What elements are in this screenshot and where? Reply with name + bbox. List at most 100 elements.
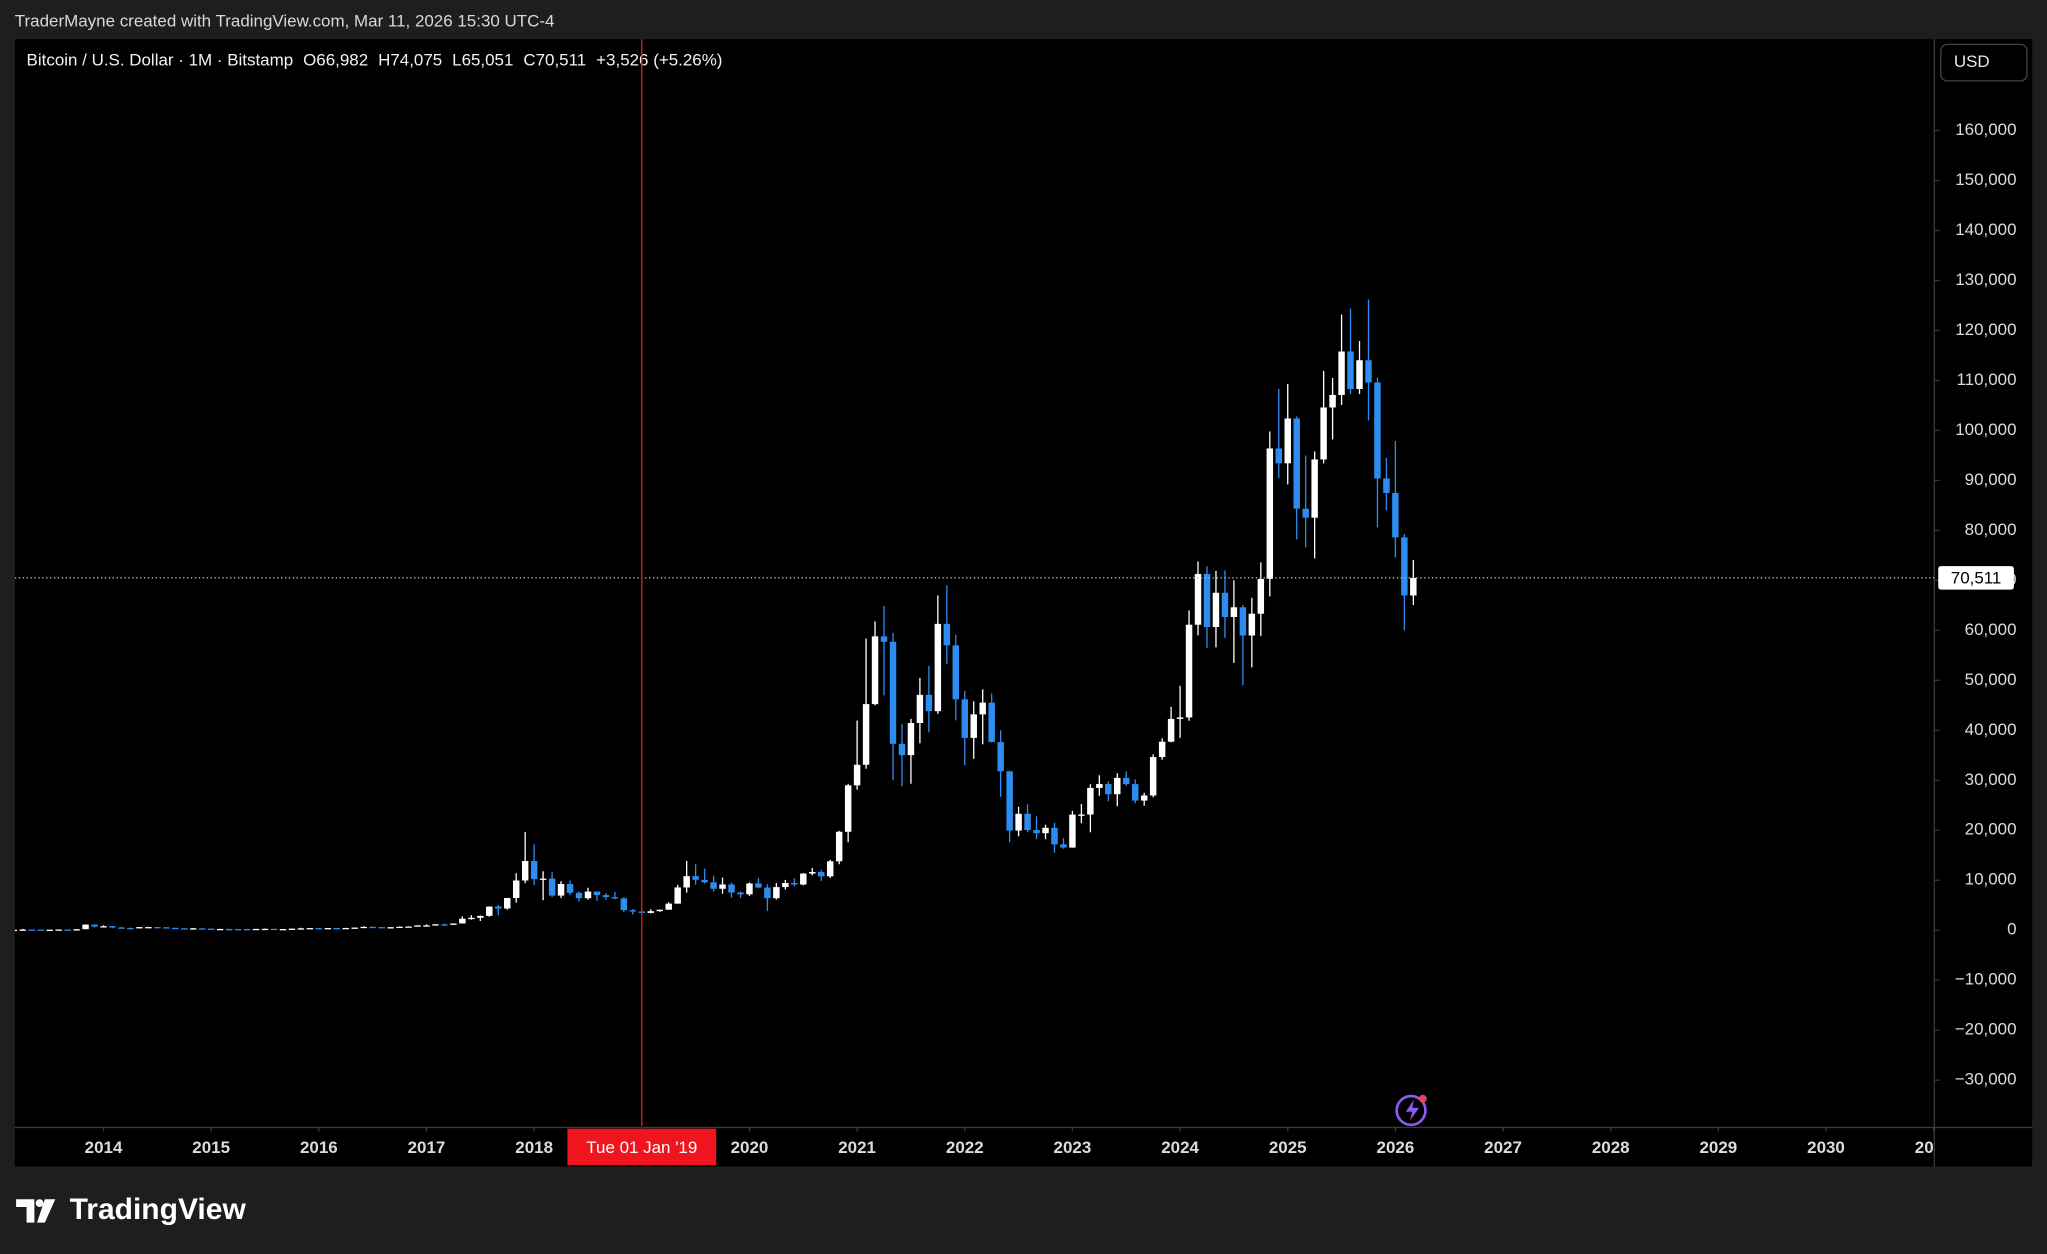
candle-body [288,928,296,930]
candle-body [441,924,448,926]
x-tick-label: 2022 [946,1138,984,1157]
candle-body [566,884,574,893]
x-tick-label: 2021 [838,1138,876,1157]
candle-body [916,694,924,724]
candle-body [647,911,655,913]
icon-ring[interactable] [1395,1094,1427,1127]
logo-dot [35,1199,44,1208]
crosshair-label-box [567,1128,717,1166]
x-tick-label: 2020 [731,1138,769,1157]
candle-body [486,906,493,916]
candle-body [1221,592,1229,617]
candle-body [1392,492,1399,538]
price-axis: −30,000 −20,000 −10,000 0 10,000 20,000 30,000… [1934,120,2017,1089]
candle-body [450,923,457,925]
icon-badge[interactable] [1418,1094,1427,1103]
candle-body [1060,844,1067,848]
candle-body [1302,508,1309,518]
candle-body [270,928,278,931]
candle-body [207,928,215,930]
candle-body [495,906,502,909]
candle-body [889,641,897,744]
assistant-icon[interactable] [1395,1094,1427,1127]
crosshair-label: Tue 01 Jan '19 [586,1138,697,1157]
candle-body [405,926,412,928]
candle-body [746,883,753,895]
icon-bolt[interactable] [1405,1100,1419,1121]
ohlc-change: +3,526 (+5.26%) [596,51,722,70]
candle-body [1248,613,1256,636]
candle-body [530,860,538,880]
candle-body [55,929,62,931]
candle-body [844,785,852,832]
candle-body [683,876,690,888]
ohlc-open: O66,982 [303,51,368,70]
candle-body [1051,827,1058,845]
candle-body [504,897,511,909]
x-tick-label: 2025 [1269,1138,1307,1157]
candle-body [602,895,610,898]
candle-body [1158,741,1166,758]
candle-body [91,924,98,927]
candle-body [216,928,224,931]
candle-body [979,702,986,715]
candle-body [943,623,951,646]
candle-body [593,891,601,896]
symbol-title: Bitcoin / U.S. Dollar · 1M · Bitstamp [27,51,294,70]
candle-body [512,880,520,898]
candle-body [243,929,251,931]
candle-body [1338,351,1345,395]
candle-body [1069,814,1076,848]
candle-body [181,928,188,930]
candle-body [898,743,906,756]
time-axis: 2014201520162017201820192020202120222023… [85,1127,1935,1157]
candle-body [1230,607,1238,617]
candle-body [190,928,197,930]
candle-body [961,699,968,738]
ohlc-close: C70,511 [523,51,586,70]
candle-body [396,926,403,929]
candle-body [1006,771,1013,831]
candle-body [64,929,71,931]
y-tick-label: 130,000 [1955,270,2016,289]
candle-body [1365,360,1372,383]
candle-body [701,879,708,883]
candle-body [925,694,933,712]
candle-body [656,909,663,912]
candle-body [1015,813,1022,831]
candle-body [1114,777,1121,795]
candle-body [432,924,439,926]
y-tick-label: 90,000 [1965,470,2017,489]
candle-body [351,927,358,929]
candle-body [378,927,385,929]
candle-body [109,926,116,928]
currency-label[interactable]: USD [1954,52,1990,71]
candle-body [477,915,484,918]
candle-body [1212,592,1220,628]
logo-mark [16,1199,56,1223]
attribution: TraderMayne created with TradingView.com… [15,12,555,31]
candle-body [82,924,89,930]
candle-body [261,928,269,931]
candle-body [737,892,744,895]
y-tick-label: 150,000 [1955,170,2016,189]
price-label-box [1938,566,2014,590]
candle-body [1203,573,1211,628]
candle-body [575,892,583,899]
y-tick-label: 50,000 [1965,670,2017,689]
candle-body [952,645,960,700]
candle-body [629,910,637,912]
candle-body [611,897,619,899]
x-tick-label: 2018 [515,1138,553,1157]
candle-body [1078,814,1085,816]
candle-body [315,928,323,930]
x-tick-label: 2029 [1699,1138,1737,1157]
candle-body [1383,478,1390,493]
candle-body [988,702,995,743]
currency-button[interactable] [1940,43,2028,82]
candle-body [862,704,870,765]
price-label: 70,511 [1951,569,2002,588]
candle-body [548,878,556,896]
candle-body [1257,578,1265,614]
